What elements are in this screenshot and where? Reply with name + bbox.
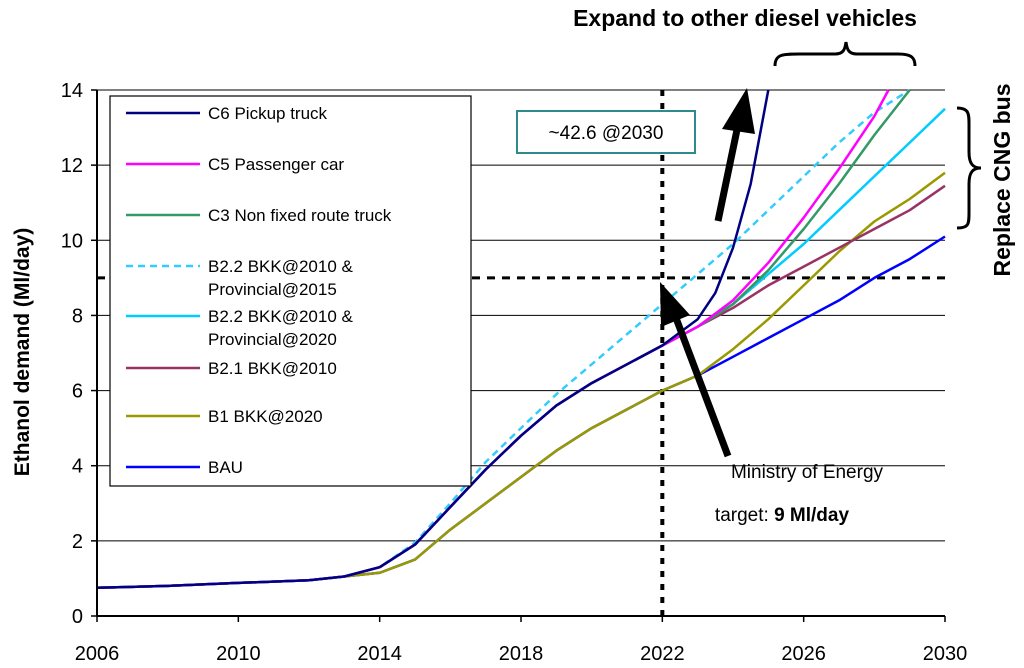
- x-tick-label: 2022: [640, 643, 685, 665]
- y-tick-label: 8: [72, 305, 83, 327]
- annotation-box: [516, 110, 696, 154]
- x-tick-label: 2010: [216, 643, 261, 665]
- y-tick-label: 0: [72, 606, 83, 628]
- y-tick-label: 6: [72, 381, 83, 403]
- series-line-c6-pickup-truck: [96, 89, 770, 590]
- arrow-ministry-shaft: [672, 316, 732, 458]
- y-tick-label: 4: [72, 456, 83, 478]
- series-line-b2-2-bkk-2010-provincial-2015: [96, 88, 911, 590]
- legend-label: B2.2 BKK@2010 & Provincial@2015: [208, 257, 354, 299]
- series-lines: [96, 88, 946, 590]
- ministry-target-value: 9 Ml/day: [774, 505, 849, 526]
- x-tick-label: 2026: [781, 643, 826, 665]
- x-tick-label: 2030: [923, 643, 968, 665]
- legend-label: C3 Non fixed route truck: [208, 206, 392, 225]
- arrow-up-shaft: [714, 124, 742, 222]
- ministry-label-line2: target: 9 Ml/day: [715, 505, 850, 526]
- top-brace: [773, 41, 917, 67]
- y-tick-labels: 0 2 4 6 8 10 12 14: [61, 80, 97, 628]
- right-annotation: Replace CNG bus: [989, 84, 1015, 277]
- arrow-ministry-head: [660, 282, 690, 327]
- legend-label: C6 Pickup truck: [208, 104, 328, 123]
- legend-label: B2.1 BKK@2010: [208, 359, 337, 378]
- legend-label: BAU: [208, 458, 243, 477]
- y-tick-label: 10: [61, 230, 83, 252]
- legend-label: B1 BKK@2020: [208, 407, 323, 426]
- x-tick-label: 2018: [499, 643, 544, 665]
- ministry-target-prefix: target:: [715, 505, 774, 526]
- x-tick-labels: 2006 2010 2014 2018 2022 2026 2030: [75, 616, 968, 665]
- annotation-box-text: ~42.6 @2030: [549, 123, 664, 144]
- arrows: [660, 88, 755, 458]
- y-tick-label: 12: [61, 155, 83, 177]
- top-annotation: Expand to other diesel vehicles: [573, 5, 917, 31]
- legend-label: B2.2 BKK@2010 & Provincial@2020: [208, 307, 354, 349]
- ministry-label-line1: Ministry of Energy: [731, 462, 884, 483]
- arrow-up-head: [722, 88, 755, 134]
- y-tick-label: 2: [72, 531, 83, 553]
- legend-box: [109, 95, 472, 487]
- right-brace: [956, 106, 982, 230]
- legend-label: C5 Passenger car: [208, 155, 344, 174]
- y-tick-label: 14: [61, 80, 83, 102]
- legend: C6 Pickup truck C5 Passenger car C3 Non fi…: [126, 104, 392, 477]
- x-tick-label: 2006: [75, 643, 120, 665]
- x-tick-label: 2014: [357, 643, 402, 665]
- y-axis-title: Ethanol demand (Ml/day): [11, 228, 34, 477]
